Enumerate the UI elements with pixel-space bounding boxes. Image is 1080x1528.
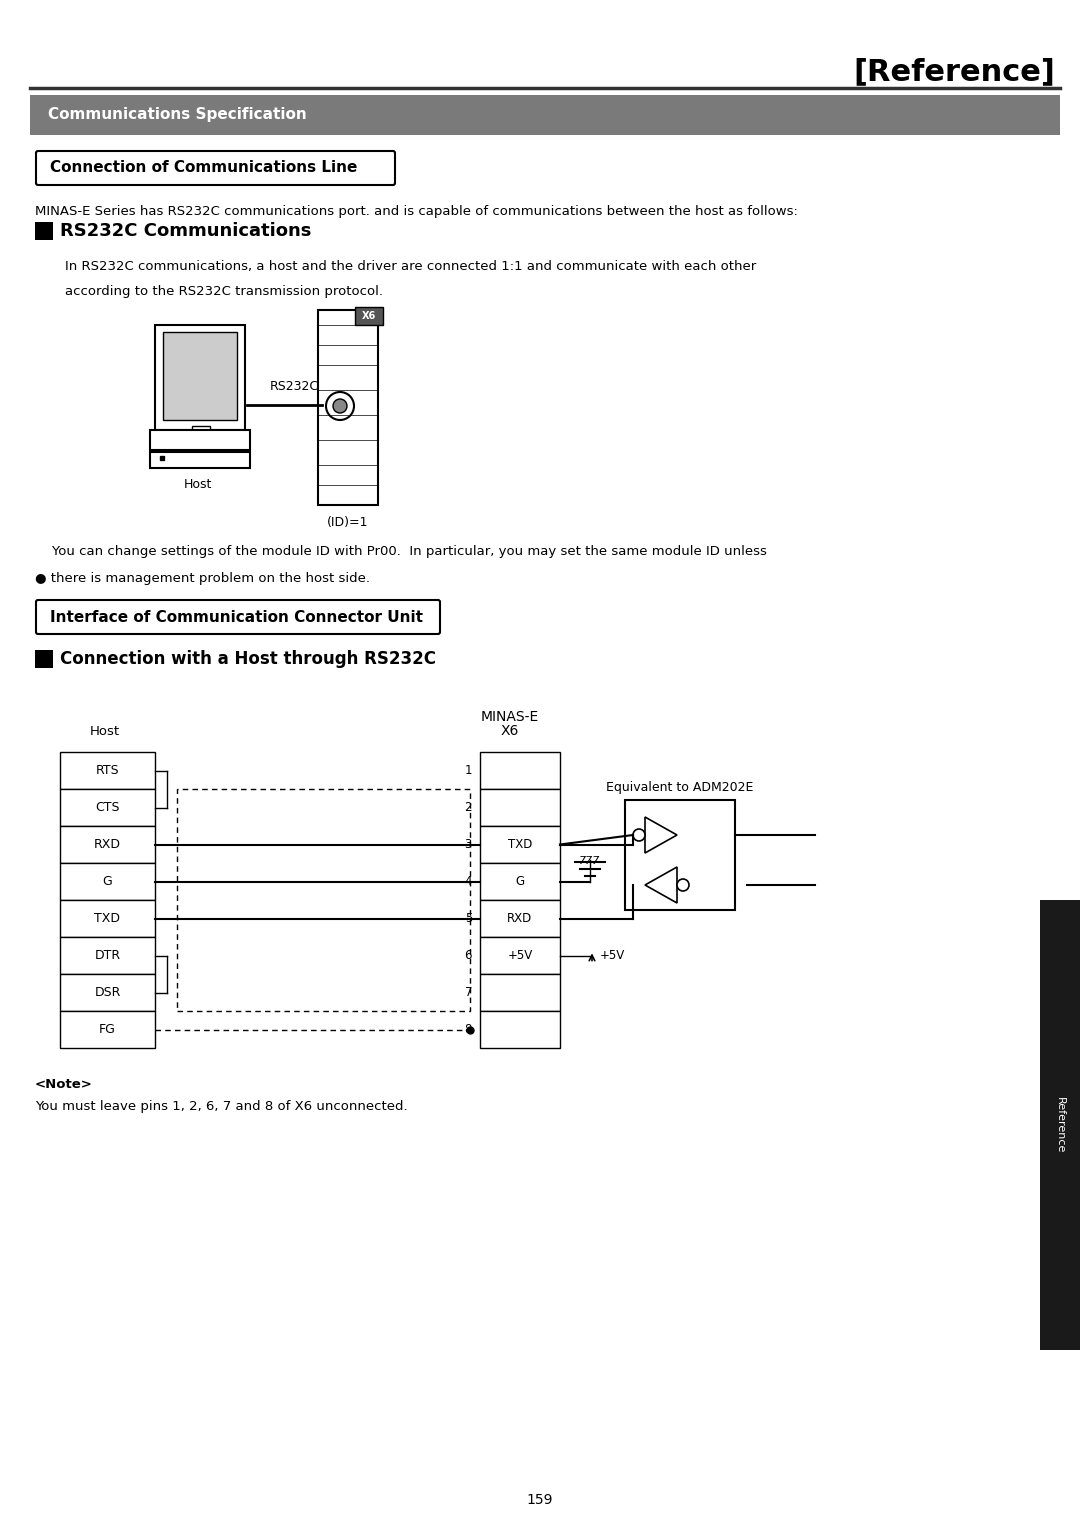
Text: DSR: DSR [94, 986, 121, 999]
Bar [480, 752, 561, 788]
Text: <Note>: <Note> [35, 1077, 93, 1091]
Bar [480, 788, 561, 827]
Text: G: G [515, 876, 525, 888]
Bar [60, 752, 156, 788]
Bar [60, 937, 156, 973]
Text: (ID)=1: (ID)=1 [327, 516, 368, 529]
Text: X6: X6 [501, 724, 519, 738]
Text: 1: 1 [464, 764, 472, 778]
Text: FG: FG [99, 1024, 116, 1036]
Text: according to the RS232C transmission protocol.: according to the RS232C transmission pro… [65, 286, 383, 298]
Text: +5V: +5V [600, 949, 625, 963]
Text: MINAS-E Series has RS232C communications port. and is capable of communications : MINAS-E Series has RS232C communications… [35, 205, 798, 219]
Bar [625, 801, 735, 911]
Text: Connection of Communications Line: Connection of Communications Line [50, 160, 357, 176]
Bar [480, 863, 561, 900]
Text: In RS232C communications, a host and the driver are connected 1:1 and communicat: In RS232C communications, a host and the… [65, 260, 756, 274]
FancyBboxPatch shape [36, 151, 395, 185]
Bar [35, 222, 53, 240]
Text: 5: 5 [464, 912, 472, 924]
Text: Host: Host [184, 478, 212, 490]
Bar [177, 788, 470, 1012]
Text: +5V: +5V [508, 949, 532, 963]
Bar [150, 429, 249, 451]
Bar [60, 827, 156, 863]
Bar [480, 973, 561, 1012]
Text: 8: 8 [464, 1024, 472, 1036]
Text: RTS: RTS [96, 764, 119, 778]
Text: DTR: DTR [94, 949, 121, 963]
Text: 2: 2 [464, 801, 472, 814]
Text: Communications Specification: Communications Specification [48, 107, 307, 122]
Circle shape [677, 879, 689, 891]
Bar [60, 1012, 156, 1048]
Bar [60, 863, 156, 900]
Bar [156, 325, 245, 429]
Bar [35, 649, 53, 668]
Bar [60, 900, 156, 937]
Text: RXD: RXD [94, 837, 121, 851]
Bar [1040, 900, 1080, 1351]
Text: CTS: CTS [95, 801, 120, 814]
Text: RS232C Communications: RS232C Communications [60, 222, 311, 240]
Text: RXD: RXD [508, 912, 532, 924]
Circle shape [326, 393, 354, 420]
Text: Interface of Communication Connector Unit: Interface of Communication Connector Uni… [50, 610, 423, 625]
Circle shape [333, 399, 347, 413]
Bar [480, 1012, 561, 1048]
Text: 159: 159 [527, 1493, 553, 1507]
Text: MINAS-E: MINAS-E [481, 711, 539, 724]
Text: G: G [103, 876, 112, 888]
Text: You can change settings of the module ID with Pr00.  In particular, you may set : You can change settings of the module ID… [35, 545, 767, 558]
Text: TXD: TXD [95, 912, 121, 924]
Bar [60, 788, 156, 827]
Text: 6: 6 [464, 949, 472, 963]
Text: Reference: Reference [1055, 1097, 1065, 1154]
Bar [480, 900, 561, 937]
Text: [Reference]: [Reference] [853, 58, 1055, 87]
Text: 777: 777 [579, 856, 600, 866]
Circle shape [633, 830, 645, 840]
Bar [150, 452, 249, 468]
FancyBboxPatch shape [36, 601, 440, 634]
Bar [480, 937, 561, 973]
Text: ● there is management problem on the host side.: ● there is management problem on the hos… [35, 571, 370, 585]
Bar [30, 95, 1059, 134]
Polygon shape [645, 817, 677, 853]
Text: RS232C: RS232C [270, 380, 319, 394]
Text: 3: 3 [464, 837, 472, 851]
Bar [163, 332, 237, 420]
Text: 7: 7 [464, 986, 472, 999]
Text: Equivalent to ADM202E: Equivalent to ADM202E [606, 781, 754, 795]
Bar [318, 310, 378, 504]
Text: 4: 4 [464, 876, 472, 888]
Bar [192, 426, 210, 432]
Bar [60, 973, 156, 1012]
Text: You must leave pins 1, 2, 6, 7 and 8 of X6 unconnected.: You must leave pins 1, 2, 6, 7 and 8 of … [35, 1100, 407, 1112]
Bar [480, 827, 561, 863]
Text: X6: X6 [362, 312, 376, 321]
Text: TXD: TXD [508, 837, 532, 851]
Text: Connection with a Host through RS232C: Connection with a Host through RS232C [60, 649, 436, 668]
Polygon shape [645, 866, 677, 903]
Text: Host: Host [90, 724, 120, 738]
Bar [355, 307, 383, 325]
